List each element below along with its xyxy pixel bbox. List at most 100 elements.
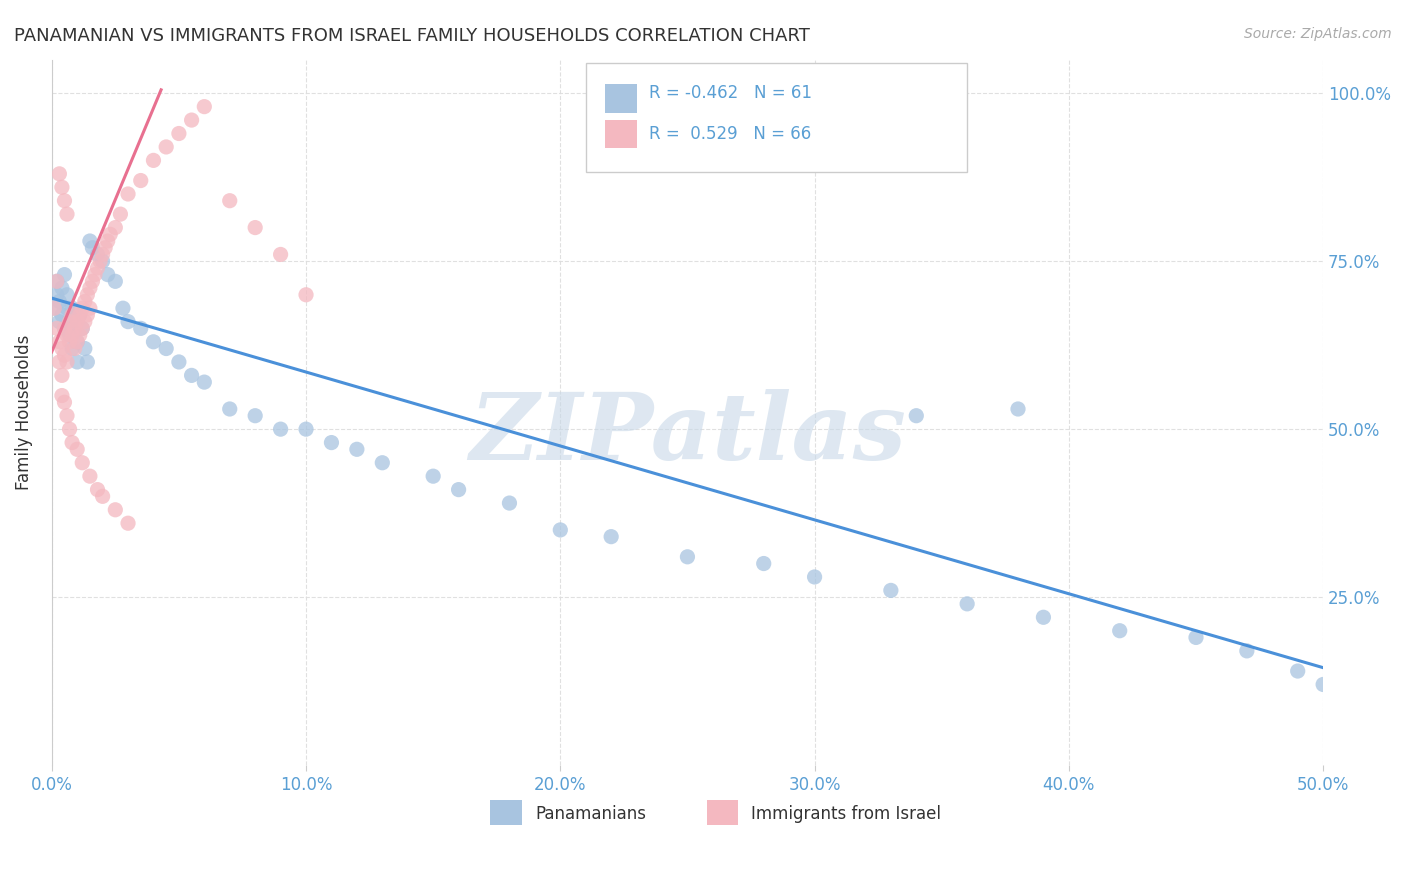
FancyBboxPatch shape [605, 84, 637, 112]
Point [905, 409, 928, 423]
Text: PANAMANIAN VS IMMIGRANTS FROM ISRAEL FAMILY HOUSEHOLDS CORRELATION CHART: PANAMANIAN VS IMMIGRANTS FROM ISRAEL FAM… [14, 27, 810, 45]
Point [295, 287, 318, 301]
Point [48, 355, 70, 369]
Point [48, 334, 70, 349]
Point [422, 469, 444, 483]
Point [1108, 624, 1130, 638]
Point [56, 301, 79, 316]
Point [73, 315, 96, 329]
Point [218, 194, 240, 208]
Point [86, 483, 108, 497]
Point [82, 241, 104, 255]
Point [1312, 677, 1334, 691]
FancyBboxPatch shape [605, 120, 637, 148]
Point [79, 469, 101, 483]
Point [53, 268, 76, 282]
Point [180, 368, 202, 383]
Point [167, 355, 190, 369]
Point [51, 368, 73, 383]
Point [76, 287, 98, 301]
Point [48, 294, 70, 309]
Point [60, 301, 83, 316]
Point [84, 268, 107, 282]
Point [89, 254, 111, 268]
Point [218, 402, 240, 417]
Point [1032, 610, 1054, 624]
Point [117, 315, 139, 329]
Point [69, 328, 91, 343]
Point [45, 287, 67, 301]
Point [86, 260, 108, 275]
Point [51, 308, 73, 322]
Point [110, 207, 132, 221]
Point [76, 355, 98, 369]
Point [550, 523, 572, 537]
Point [76, 308, 98, 322]
Point [91, 254, 114, 268]
Point [51, 180, 73, 194]
Point [79, 281, 101, 295]
Point [155, 342, 177, 356]
Point [58, 334, 80, 349]
Point [51, 281, 73, 295]
Point [142, 334, 165, 349]
Point [72, 321, 94, 335]
Point [104, 502, 127, 516]
Point [243, 409, 266, 423]
Point [193, 375, 215, 389]
Point [1185, 631, 1208, 645]
Point [48, 167, 70, 181]
Point [45, 274, 67, 288]
Point [600, 530, 623, 544]
Point [129, 173, 152, 187]
Point [346, 442, 368, 457]
Point [142, 153, 165, 168]
Point [117, 186, 139, 201]
Point [155, 140, 177, 154]
Point [97, 234, 120, 248]
Point [1286, 664, 1309, 678]
Point [53, 395, 76, 409]
FancyBboxPatch shape [707, 800, 738, 825]
Point [66, 315, 89, 329]
Point [104, 274, 127, 288]
Point [270, 247, 292, 261]
Point [73, 294, 96, 309]
Point [58, 315, 80, 329]
Point [63, 342, 86, 356]
Point [60, 328, 83, 343]
Text: Panamanians: Panamanians [534, 805, 645, 823]
Point [51, 388, 73, 402]
Point [56, 409, 79, 423]
Point [72, 456, 94, 470]
Point [167, 127, 190, 141]
Point [97, 268, 120, 282]
Point [56, 287, 79, 301]
Point [1236, 644, 1258, 658]
Text: Immigrants from Israel: Immigrants from Israel [751, 805, 941, 823]
Text: R =  0.529   N = 66: R = 0.529 N = 66 [650, 125, 811, 143]
Point [82, 274, 104, 288]
Text: Source: ZipAtlas.com: Source: ZipAtlas.com [1244, 27, 1392, 41]
Point [91, 489, 114, 503]
Point [193, 100, 215, 114]
Point [104, 220, 127, 235]
Point [79, 234, 101, 248]
Point [58, 315, 80, 329]
Point [60, 342, 83, 356]
Point [44, 301, 66, 316]
FancyBboxPatch shape [586, 63, 967, 172]
Point [180, 113, 202, 128]
Point [63, 321, 86, 335]
Point [66, 334, 89, 349]
Point [129, 321, 152, 335]
Point [72, 301, 94, 316]
Point [371, 456, 394, 470]
Point [53, 348, 76, 362]
Point [51, 342, 73, 356]
Point [86, 247, 108, 261]
Point [295, 422, 318, 436]
Point [117, 516, 139, 531]
Point [56, 328, 79, 343]
Point [53, 321, 76, 335]
